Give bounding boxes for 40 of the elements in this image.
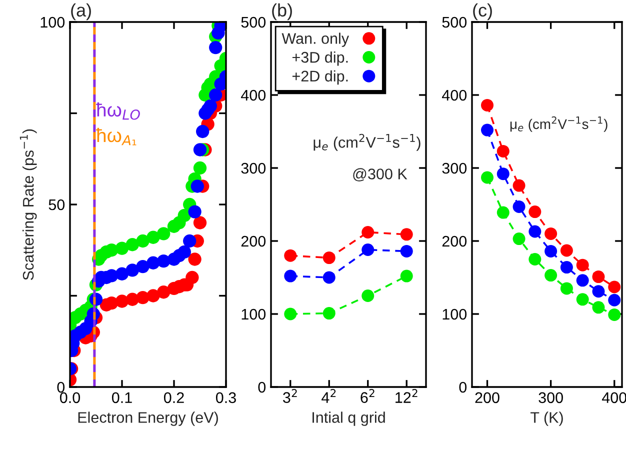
ref-line-label: ħω$_{A₁}$ (96, 128, 136, 146)
y-tick-label: 400 (442, 90, 467, 101)
x-tick-label: 0.2 (164, 392, 184, 404)
text: μ$_{e}$ (cm$^{2}$V$^{−1}$s$^{−1}$) (510, 116, 608, 132)
annotation: @300 K (353, 168, 408, 182)
x-tick-label: 0.1 (112, 392, 132, 404)
x-tick-label: 0.0 (60, 392, 80, 404)
x-tick-label: 3$^{2}$ (283, 389, 297, 403)
x-tick-label: 6$^{2}$ (360, 389, 374, 403)
ref-line-label: ħω$_{LO}$ (96, 102, 140, 120)
x-axis-title: Intial q grid (312, 412, 385, 426)
y-axis-title: Scattering Rate (ps$^{−1}$) (20, 129, 37, 280)
chart-title: (c) (473, 3, 492, 20)
legend-label: Wan. only (282, 32, 350, 47)
y-tick-label: 500 (442, 16, 467, 28)
y-tick-label: 300 (241, 162, 266, 174)
x-axis-title: T (K) (530, 412, 563, 426)
x-axis-title: Electron Energy (eV) (78, 412, 218, 426)
y-tick-label: 200 (241, 236, 266, 247)
y-tick-label: 0 (57, 382, 65, 393)
y-tick-label: 0 (459, 382, 467, 393)
y-tick-label: 100 (442, 308, 467, 320)
y-tick-label: 300 (442, 162, 467, 174)
y-tick-label: 400 (241, 90, 266, 101)
x-tick-label: 4$^{2}$ (322, 389, 336, 403)
y-tick-label: 100 (40, 16, 65, 28)
x-tick-label: 0.3 (216, 392, 236, 404)
y-tick-label: 200 (442, 236, 467, 247)
y-tick-label: 500 (241, 16, 266, 28)
x-tick-label: 200 (475, 392, 500, 404)
legend-label: +3D dip. (292, 52, 348, 66)
chart-title: (b) (272, 3, 292, 20)
y-tick-label: 100 (242, 308, 266, 320)
y-tick-label: 0 (258, 382, 266, 393)
x-tick-label: 12$^{2}$ (396, 389, 418, 403)
text: μ$_{e}$ (cm$^{2}$V$^{−1}$s$^{−1}$) (314, 134, 420, 151)
chart-title: (a) (71, 3, 91, 20)
legend-label: +2D dip. (292, 70, 348, 85)
y-tick-label: 50 (48, 199, 65, 210)
x-tick-label: 300 (538, 392, 563, 404)
